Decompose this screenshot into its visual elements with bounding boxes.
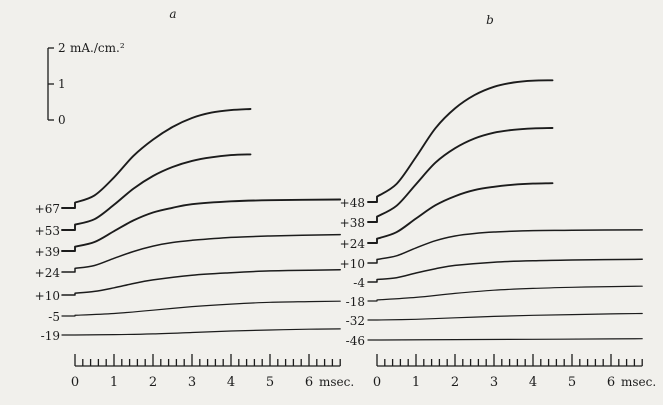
panel-a-trace-plusminus-39 (61, 198, 342, 252)
current-scale-bar: 2 mA./cm.² 1 0 (47, 41, 125, 127)
panel-b-x-tick-label-3: 3 (490, 375, 498, 390)
panel-a-trace-label-minus-19: -19 (41, 329, 60, 343)
scale-bar-unit: mA./cm.² (70, 41, 125, 55)
panel-b-trace-label-minus-18: -18 (346, 295, 365, 309)
panel-b-trace-label-minus-46: -46 (346, 334, 365, 348)
panel-b-x-tick-label-1: 1 (412, 375, 420, 390)
panel-b-trace-minus-46 (367, 338, 643, 341)
panel-a-x-tick-label-0: 0 (71, 375, 79, 390)
panel-b-trace-label-plusminus-48: +48 (340, 196, 365, 210)
panel-a-trace-label-plusminus-53: +53 (35, 224, 60, 238)
panel-a-trace-label-plusminus-24: +24 (35, 266, 61, 280)
panel-b-trace-label-minus-32: -32 (346, 314, 365, 328)
panel-a-x-tick-label-6: 6 (305, 375, 313, 390)
panel-b-trace-label-plusminus-24: +24 (340, 237, 366, 251)
panel-b-trace-plusminus-24 (367, 182, 554, 244)
panel-b-trace-minus-4 (367, 258, 643, 283)
panel-b-trace-label-plusminus-10: +10 (340, 257, 365, 271)
panel-a-x-axis: 0 1 2 3 4 5 6 msec. (71, 354, 354, 390)
panel-a-trace-label-plusminus-10: +10 (35, 289, 60, 303)
panel-b: b +48 +38 +24 +10 -4 -18 -32 -46 0 1 2 3 4 5 6 msec. (340, 13, 657, 390)
panel-b-x-tick-label-6: 6 (607, 375, 615, 390)
panel-b-x-tick-label-0: 0 (373, 375, 381, 390)
panel-a-x-tick-label-2: 2 (149, 375, 157, 390)
panel-b-x-axis: 0 1 2 3 4 5 6 msec. (373, 354, 656, 390)
panel-a-trace-label-minus-5: -5 (48, 310, 60, 324)
panel-b-trace-label-minus-4: -4 (353, 276, 365, 290)
panel-b-x-tick-label-5: 5 (568, 375, 576, 390)
scale-bar-label-2: 2 (58, 41, 66, 55)
panel-a-trace-minus-5 (61, 300, 341, 317)
panel-b-trace-minus-32 (367, 312, 643, 321)
panel-b-trace-plusminus-10 (367, 229, 643, 264)
panel-b-trace-minus-18 (367, 285, 643, 302)
panel-a: a 2 mA./cm.² 1 0 +67 +53 +39 +24 +10 -5 -19 0 1… (35, 7, 355, 390)
panel-a-x-tick-label-3: 3 (188, 375, 196, 390)
panel-b-traces: +48 +38 +24 +10 -4 -18 -32 -46 (340, 79, 643, 348)
panel-b-x-unit-label: msec. (621, 375, 656, 389)
panel-b-trace-plusminus-38 (367, 127, 554, 223)
panel-a-x-tick-label-4: 4 (227, 375, 235, 390)
panel-a-trace-plusminus-10 (61, 269, 341, 296)
panel-a-label: a (169, 7, 176, 21)
panel-a-traces: +67 +53 +39 +24 +10 -5 -19 (35, 108, 342, 343)
panel-a-trace-plusminus-53 (61, 153, 252, 231)
panel-a-trace-label-plusminus-39: +39 (35, 245, 60, 259)
panel-a-trace-plusminus-24 (61, 233, 341, 273)
panel-b-trace-plusminus-48 (367, 79, 554, 203)
panel-b-x-tick-label-4: 4 (529, 375, 537, 390)
panel-a-x-tick-label-5: 5 (266, 375, 274, 390)
scale-bar-label-1: 1 (58, 77, 66, 91)
panel-b-label: b (486, 13, 494, 27)
panel-a-trace-plusminus-67 (61, 108, 252, 209)
panel-b-trace-label-plusminus-38: +38 (340, 216, 365, 230)
scale-bar-label-0: 0 (58, 113, 66, 127)
panel-a-trace-label-plusminus-67: +67 (35, 202, 60, 216)
panel-a-x-tick-label-1: 1 (110, 375, 118, 390)
panel-a-x-unit-label: msec. (319, 375, 354, 389)
panel-a-trace-minus-19 (61, 328, 341, 336)
panel-b-x-tick-label-2: 2 (451, 375, 459, 390)
